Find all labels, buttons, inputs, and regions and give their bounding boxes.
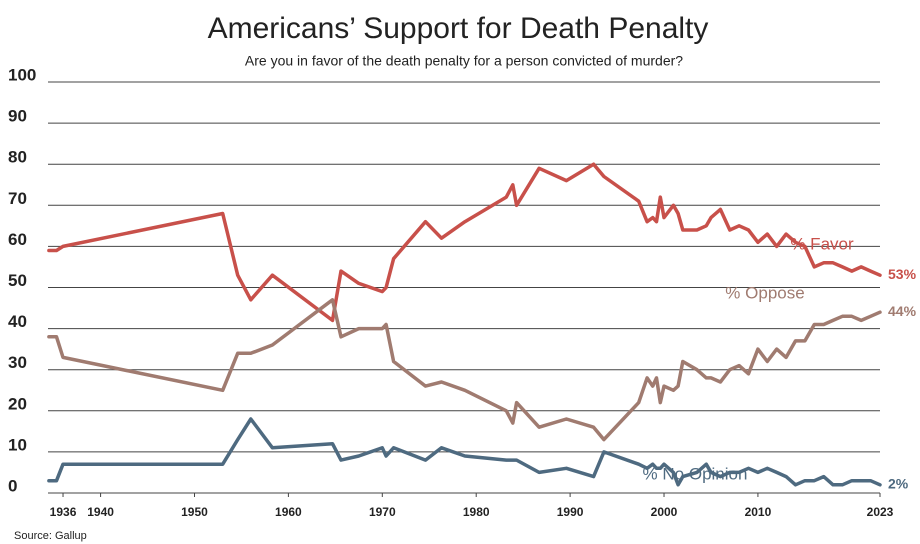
x-tick-label: 1980 <box>463 505 490 519</box>
y-tick-label: 10 <box>8 435 27 454</box>
x-tick-label: 1950 <box>181 505 208 519</box>
source-note: Source: Gallup <box>14 530 87 542</box>
y-tick-label: 100 <box>8 65 36 84</box>
series-line <box>47 417 882 487</box>
x-tick-label: 1970 <box>369 505 396 519</box>
x-tick-label: 2010 <box>745 505 772 519</box>
series-line <box>47 298 882 442</box>
y-tick-label: 60 <box>8 230 27 249</box>
y-tick-label: 80 <box>8 148 27 167</box>
series-line <box>47 162 882 323</box>
chart-subtitle: Are you in favor of the death penalty fo… <box>245 53 683 69</box>
y-tick-label: 30 <box>8 353 27 372</box>
y-tick-label: 0 <box>8 476 17 495</box>
y-tick-label: 90 <box>8 107 27 126</box>
y-tick-label: 50 <box>8 271 27 290</box>
y-tick-label: 70 <box>8 189 27 208</box>
end-value-label: 2% <box>888 475 909 491</box>
x-tick-label: 1940 <box>87 505 114 519</box>
y-tick-label: 20 <box>8 394 27 413</box>
x-tick-label: 1990 <box>557 505 584 519</box>
x-tick-label: 1960 <box>275 505 302 519</box>
x-tick-label: 2000 <box>651 505 678 519</box>
series-label: % Oppose <box>725 284 804 303</box>
x-tick-label: 2023 <box>867 505 894 519</box>
x-tick-label: 1936 <box>50 505 77 519</box>
y-tick-label: 40 <box>8 312 27 331</box>
series-label: % No Opinion <box>643 464 748 483</box>
end-value-label: 44% <box>888 303 917 319</box>
end-value-label: 53% <box>888 266 917 282</box>
chart-title: Americans’ Support for Death Penalty <box>208 12 709 45</box>
series-label: % Favor <box>790 235 854 254</box>
